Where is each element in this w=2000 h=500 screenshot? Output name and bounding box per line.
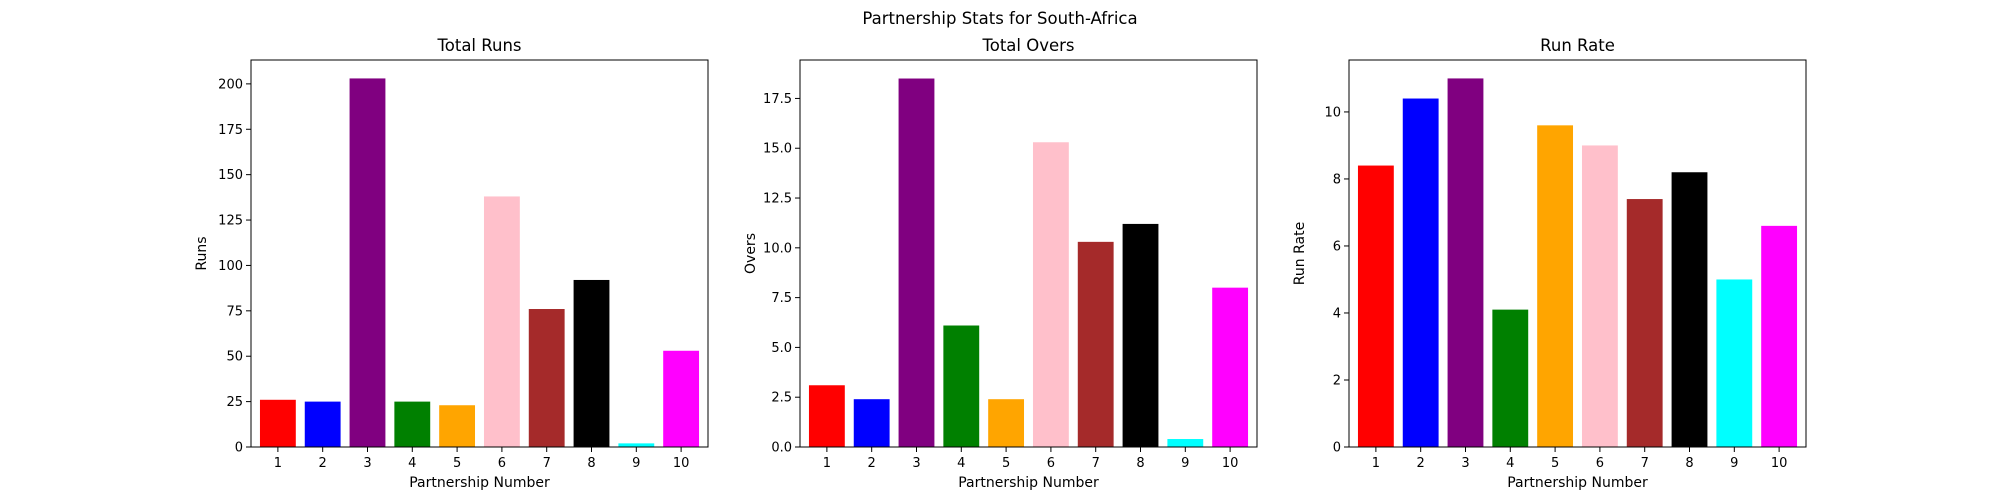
panel-3-bar-6 [1581, 145, 1618, 447]
panel-1-bar-2 [304, 401, 341, 447]
panel-1-bar-6 [483, 196, 520, 447]
panel-3-bar-3 [1447, 78, 1484, 448]
panel-1-bar-9 [618, 443, 655, 447]
panel-1-ytick-label: 50 [226, 350, 243, 365]
panel-1-ytick-label: 100 [218, 259, 243, 274]
panel-3-axes-frame [1348, 59, 1807, 448]
panel-2-ytick-label: 15.0 [763, 142, 792, 157]
panel-2-xtick-label: 1 [823, 456, 831, 471]
panel-3-bar-10 [1761, 225, 1798, 447]
panel-1-bar-7 [528, 309, 565, 447]
panel-2-bar-1 [808, 385, 845, 447]
panel-2-xtick-label: 8 [1136, 456, 1144, 471]
panel-3-ytick-label: 0 [1333, 441, 1341, 456]
panel-1-bar-1 [259, 399, 296, 447]
panel-1-axes-frame [250, 59, 709, 448]
panel-3-xtick-label: 10 [1771, 456, 1788, 471]
panel-1-xtick-label: 5 [453, 456, 461, 471]
panel-3-xtick-label: 9 [1730, 456, 1738, 471]
panel-1-xtick-label: 4 [408, 456, 416, 471]
panel-3-ytick-label: 4 [1333, 306, 1341, 321]
panel-2-bar-7 [1077, 241, 1114, 447]
panel-3-xtick-label: 2 [1417, 456, 1425, 471]
panel-3-bar-9 [1716, 279, 1753, 447]
panel-2-ytick-label: 5.0 [771, 341, 792, 356]
panel-2-title: Total Overs [981, 36, 1074, 55]
panel-3-xtick-label: 6 [1596, 456, 1604, 471]
panel-3-ylabel: Run Rate [1292, 222, 1308, 285]
panel-3-bar-8 [1671, 172, 1708, 447]
panel-1-bar-8 [573, 279, 610, 447]
panel-2-xtick-label: 9 [1181, 456, 1189, 471]
panel-1-xtick-label: 8 [587, 456, 595, 471]
panel-1-title: Total Runs [436, 36, 521, 55]
panel-2-ytick-label: 10.0 [763, 241, 792, 256]
panel-3-xlabel: Partnership Number [1507, 475, 1648, 491]
panel-3-ytick-label: 10 [1324, 105, 1341, 120]
panel-2-bar-3 [898, 78, 935, 448]
panel-3-bar-1 [1357, 165, 1394, 448]
panel-2-bar-5 [988, 399, 1025, 447]
panel-1-bar-10 [663, 350, 700, 447]
panel-1-ytick-label: 125 [218, 214, 243, 229]
panel-2-bar-6 [1032, 142, 1069, 447]
panel-2-xtick-label: 5 [1002, 456, 1010, 471]
panel-2-bar-8 [1122, 223, 1159, 447]
panel-3-ytick-label: 6 [1333, 239, 1341, 254]
panel-3-xtick-label: 1 [1372, 456, 1380, 471]
panel-1-bar-4 [394, 401, 431, 447]
panel-3-ytick-label: 2 [1333, 373, 1341, 388]
panel-2-xtick-label: 6 [1047, 456, 1055, 471]
panel-2-xtick-label: 2 [868, 456, 876, 471]
panel-2-axes-frame [799, 59, 1258, 448]
panel-1-xtick-label: 2 [319, 456, 327, 471]
panel-2-bar-10 [1212, 287, 1249, 447]
panel-2-ytick-label: 17.5 [763, 92, 792, 107]
panel-1-ytick-label: 0 [235, 441, 243, 456]
panel-3-xtick-label: 8 [1685, 456, 1693, 471]
panel-1-bar-3 [349, 78, 386, 448]
panel-2-ylabel: Overs [743, 233, 759, 274]
figure-suptitle: Partnership Stats for South-Africa [862, 9, 1137, 28]
panel-2-bar-2 [853, 399, 890, 447]
panel-1-xtick-label: 10 [673, 456, 690, 471]
panel-2-xtick-label: 4 [957, 456, 965, 471]
panel-3-ytick-label: 8 [1333, 172, 1341, 187]
panel-1-xlabel: Partnership Number [409, 475, 550, 491]
panel-3-bar-5 [1537, 125, 1574, 447]
panel-3-bar-7 [1626, 199, 1663, 447]
panel-3-xtick-label: 7 [1641, 456, 1649, 471]
panel-1-xtick-label: 3 [363, 456, 371, 471]
panel-2-ytick-label: 12.5 [763, 192, 792, 207]
panel-2-xtick-label: 3 [912, 456, 920, 471]
panel-1-xtick-label: 9 [632, 456, 640, 471]
panel-3-xtick-label: 5 [1551, 456, 1559, 471]
panel-3-xtick-label: 4 [1506, 456, 1514, 471]
panel-1-xtick-label: 7 [543, 456, 551, 471]
panel-1-bar-5 [439, 405, 476, 447]
panel-2-ytick-label: 2.5 [771, 391, 792, 406]
panel-1-xtick-label: 6 [498, 456, 506, 471]
panel-1-ylabel: Runs [194, 236, 210, 270]
panel-1-ytick-label: 175 [218, 123, 243, 138]
panel-2-xtick-label: 10 [1222, 456, 1239, 471]
panel-1-ytick-label: 75 [226, 304, 243, 319]
panel-1-xtick-label: 1 [274, 456, 282, 471]
panel-1-ytick-label: 200 [218, 77, 243, 92]
panel-2-bar-9 [1167, 439, 1204, 447]
panel-2-xtick-label: 7 [1092, 456, 1100, 471]
panel-2-bar-4 [943, 325, 980, 447]
panel-2-xlabel: Partnership Number [958, 475, 1099, 491]
panel-3-bar-4 [1492, 309, 1529, 447]
panel-3-title: Run Rate [1540, 36, 1615, 55]
panel-3-bar-2 [1402, 98, 1439, 447]
panel-3-xtick-label: 3 [1461, 456, 1469, 471]
panel-2-ytick-label: 0.0 [771, 441, 792, 456]
panel-1-ytick-label: 150 [218, 168, 243, 183]
panel-2-ytick-label: 7.5 [771, 291, 792, 306]
panel-1-ytick-label: 25 [226, 395, 243, 410]
